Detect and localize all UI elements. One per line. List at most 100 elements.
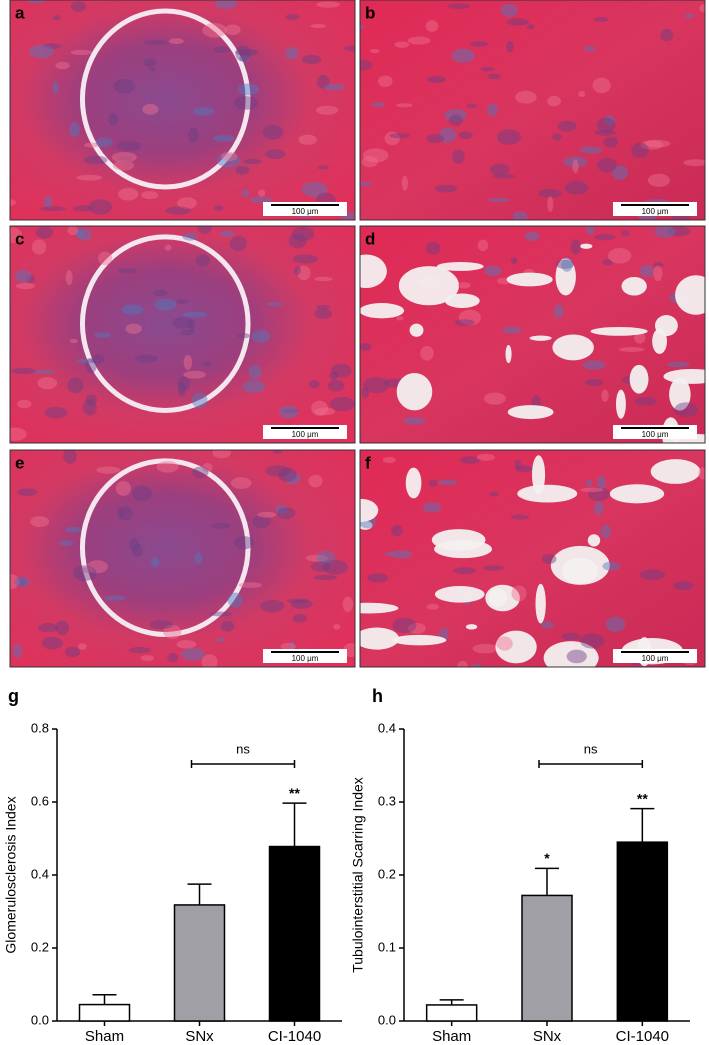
texture bbox=[422, 502, 442, 513]
texture bbox=[594, 17, 609, 23]
texture bbox=[488, 491, 499, 497]
y-tick-label: 0.2 bbox=[378, 866, 396, 881]
texture bbox=[88, 199, 113, 215]
texture bbox=[14, 576, 29, 587]
texture bbox=[220, 620, 235, 632]
texture bbox=[183, 370, 207, 379]
texture bbox=[322, 560, 349, 575]
texture bbox=[142, 103, 159, 115]
texture bbox=[426, 133, 445, 144]
texture bbox=[197, 226, 213, 235]
texture bbox=[555, 259, 575, 269]
texture bbox=[602, 259, 613, 266]
texture bbox=[95, 137, 113, 148]
texture bbox=[41, 636, 63, 650]
texture bbox=[526, 24, 535, 30]
texture bbox=[597, 157, 617, 173]
texture bbox=[31, 239, 47, 255]
texture bbox=[63, 450, 77, 464]
micrograph: f 100 μm bbox=[359, 449, 706, 668]
texture bbox=[52, 81, 59, 94]
texture bbox=[121, 304, 144, 315]
texture bbox=[392, 617, 417, 633]
micrograph-content bbox=[10, 450, 355, 667]
texture bbox=[444, 108, 467, 122]
texture bbox=[584, 378, 604, 387]
texture bbox=[67, 377, 84, 394]
texture bbox=[555, 258, 576, 296]
texture bbox=[634, 397, 657, 406]
texture bbox=[132, 543, 144, 557]
texture bbox=[420, 345, 434, 361]
texture bbox=[621, 276, 647, 296]
texture bbox=[607, 248, 632, 264]
texture bbox=[17, 399, 32, 409]
x-tick-label: Sham bbox=[85, 1028, 124, 1045]
texture bbox=[131, 485, 153, 501]
texture bbox=[290, 599, 313, 609]
texture bbox=[314, 308, 332, 319]
texture bbox=[512, 211, 528, 220]
texture bbox=[213, 205, 224, 211]
texture bbox=[465, 624, 478, 630]
y-tick-label: 0.1 bbox=[378, 939, 396, 954]
texture bbox=[391, 524, 403, 537]
texture bbox=[490, 163, 510, 176]
texture bbox=[540, 621, 554, 629]
texture bbox=[394, 41, 410, 48]
texture bbox=[496, 636, 513, 651]
texture bbox=[233, 96, 259, 110]
texture bbox=[477, 239, 489, 252]
texture bbox=[469, 41, 489, 47]
texture bbox=[596, 475, 607, 490]
x-tick-label: CI-1040 bbox=[268, 1028, 321, 1045]
texture bbox=[239, 55, 250, 62]
texture bbox=[86, 560, 108, 574]
texture bbox=[202, 360, 212, 367]
texture bbox=[315, 105, 339, 115]
texture bbox=[585, 479, 593, 487]
texture bbox=[69, 338, 78, 344]
texture bbox=[605, 616, 626, 632]
texture bbox=[265, 465, 291, 477]
texture bbox=[609, 484, 665, 504]
texture bbox=[515, 465, 533, 473]
texture bbox=[538, 188, 562, 198]
texture bbox=[484, 265, 502, 276]
texture bbox=[514, 459, 522, 470]
texture bbox=[43, 43, 62, 50]
texture bbox=[506, 40, 514, 53]
texture bbox=[182, 232, 198, 241]
texture bbox=[561, 257, 573, 272]
texture bbox=[260, 599, 285, 613]
scale-label: 100 μm bbox=[292, 207, 319, 216]
texture bbox=[360, 498, 379, 522]
texture bbox=[40, 206, 66, 212]
texture bbox=[669, 377, 691, 411]
texture bbox=[587, 534, 601, 547]
texture bbox=[229, 235, 247, 252]
texture bbox=[76, 228, 92, 241]
texture bbox=[172, 317, 194, 329]
texture bbox=[488, 588, 507, 607]
texture bbox=[52, 15, 61, 21]
texture bbox=[216, 637, 226, 643]
micrograph: a 100 μm bbox=[9, 0, 356, 221]
texture bbox=[506, 272, 553, 287]
texture bbox=[593, 233, 616, 241]
y-tick-label: 0.0 bbox=[31, 1012, 49, 1027]
texture bbox=[248, 364, 262, 380]
texture bbox=[181, 647, 205, 661]
texture bbox=[458, 131, 473, 140]
texture bbox=[584, 45, 596, 52]
panel-letter: f bbox=[365, 453, 371, 472]
texture bbox=[316, 550, 336, 565]
texture bbox=[579, 146, 603, 154]
texture bbox=[201, 654, 218, 667]
texture bbox=[120, 506, 133, 521]
texture bbox=[391, 634, 447, 646]
texture bbox=[249, 196, 273, 203]
texture bbox=[212, 135, 236, 142]
texture bbox=[389, 133, 411, 139]
texture bbox=[67, 226, 78, 236]
